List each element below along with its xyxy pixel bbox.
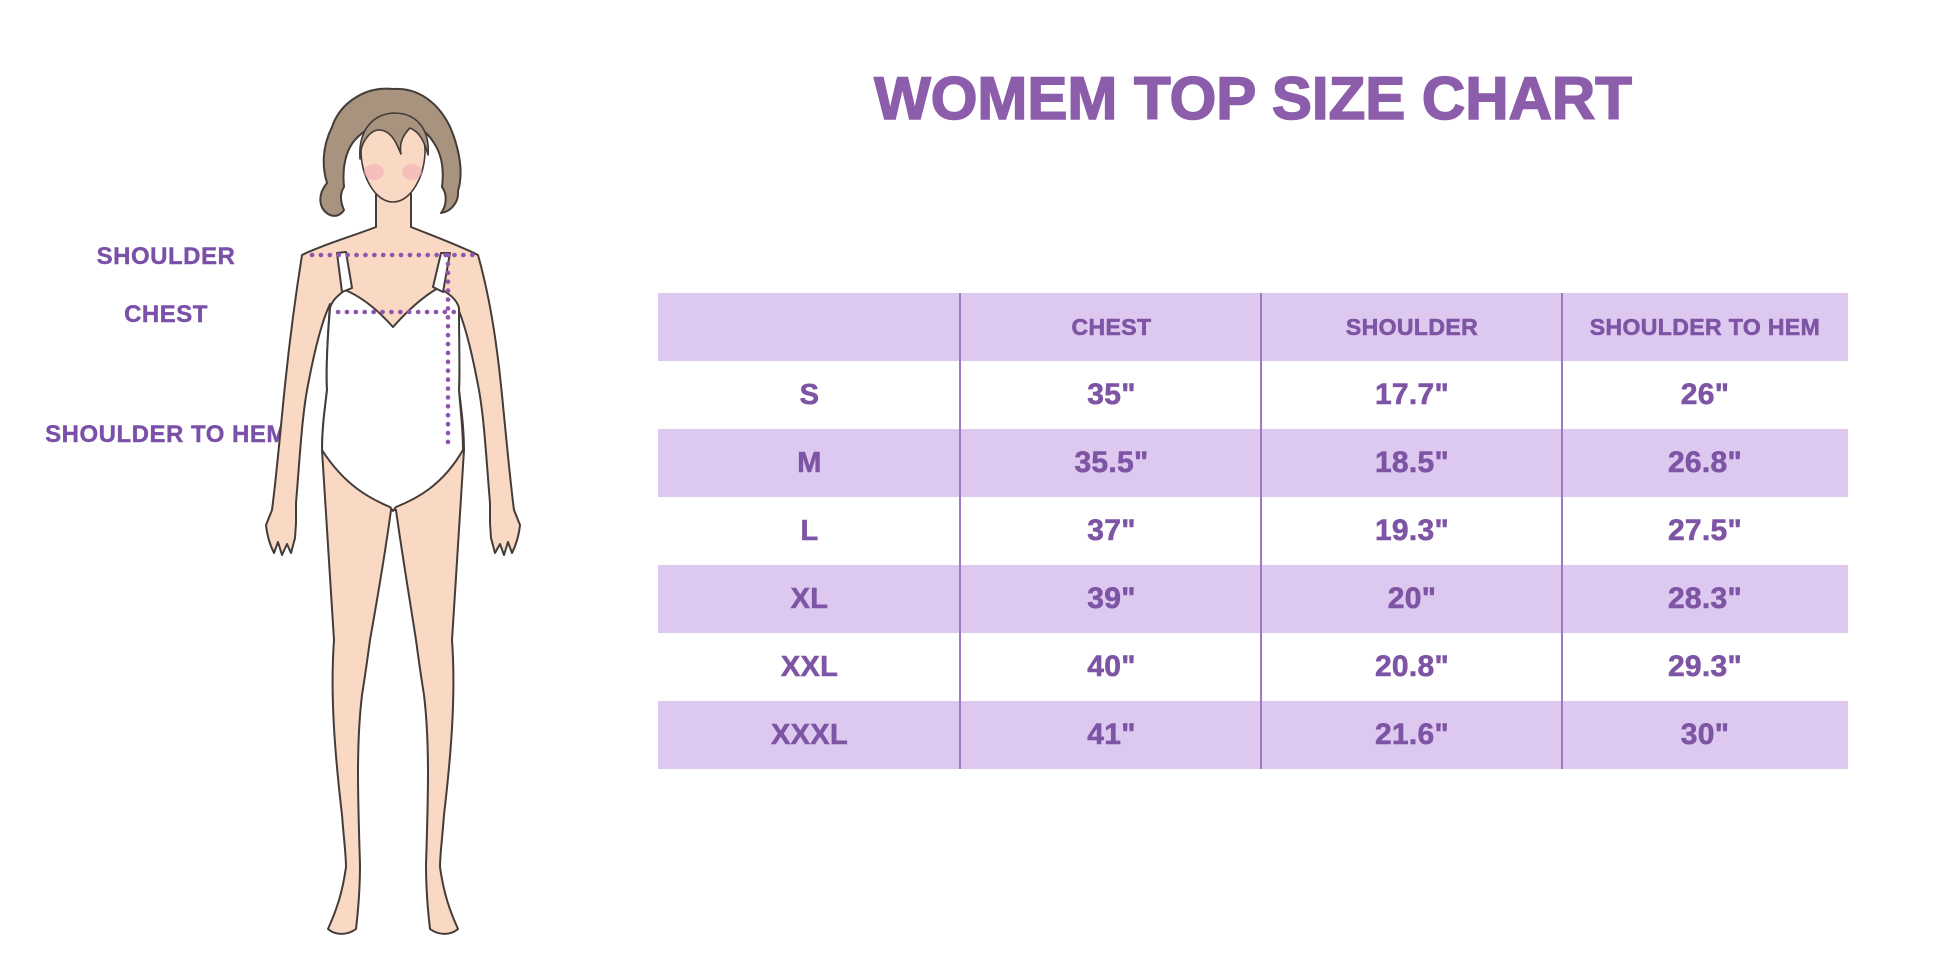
shoulder-value-cell: 19.3" [1374, 514, 1450, 548]
table-header-row: CHEST SHOULDER SHOULDER TO HEM [658, 293, 1848, 361]
shoulder-to-hem-value-cell: 30" [1680, 718, 1730, 752]
shoulder-to-hem-value-cell: 28.3" [1667, 582, 1743, 616]
column-divider [959, 293, 961, 769]
column-header-chest: CHEST [1071, 313, 1152, 340]
shoulder-value-cell: 20" [1387, 582, 1437, 616]
size-label-cell: XXXL [771, 718, 848, 751]
shoulder-value-cell: 17.7" [1374, 378, 1450, 412]
column-divider [1561, 293, 1563, 769]
table-row: M 35.5" 18.5" 26.8" [658, 429, 1848, 497]
shoulder-value-cell: 21.6" [1374, 718, 1450, 752]
bodysuit-shape [321, 287, 464, 512]
column-divider [1260, 293, 1262, 769]
shoulder-to-hem-value-cell: 26.8" [1667, 446, 1743, 480]
size-label-cell: L [800, 514, 819, 547]
table-row: XL 39" 20" 28.3" [658, 565, 1848, 633]
size-label-cell: XL [790, 582, 829, 615]
column-header-shoulder: SHOULDER [1345, 313, 1479, 340]
shoulder-to-hem-value-cell: 27.5" [1667, 514, 1743, 548]
size-label-cell: M [797, 446, 822, 479]
chest-value-cell: 41" [1087, 718, 1136, 752]
shoulder-value-cell: 20.8" [1374, 650, 1450, 684]
right-blush [402, 164, 422, 180]
chest-value-cell: 39" [1087, 582, 1136, 616]
table-row: XXXL 41" 21.6" 30" [658, 701, 1848, 769]
shoulder-to-hem-measure-label: SHOULDER TO HEM [45, 421, 287, 448]
table-row: L 37" 19.3" 27.5" [658, 497, 1848, 565]
page-title: WOMEM TOP SIZE CHART [873, 64, 1632, 133]
size-label-cell: S [799, 378, 820, 411]
figure-svg [265, 87, 521, 935]
shoulder-to-hem-value-cell: 26" [1680, 378, 1730, 412]
chest-value-cell: 40" [1087, 650, 1136, 684]
chest-value-cell: 35.5" [1074, 446, 1149, 480]
left-strap-shape [336, 251, 353, 293]
hair-fringe-shape [359, 112, 429, 160]
column-header-shoulder-to-hem: SHOULDER TO HEM [1589, 313, 1821, 340]
chest-measure-label: CHEST [124, 301, 208, 328]
table-row: XXL 40" 20.8" 29.3" [658, 633, 1848, 701]
shoulder-value-cell: 18.5" [1374, 446, 1450, 480]
table-row: S 35" 17.7" 26" [658, 361, 1848, 429]
chest-value-cell: 37" [1087, 514, 1136, 548]
body-shape [265, 192, 521, 935]
size-table: CHEST SHOULDER SHOULDER TO HEM S 35" 17.7" 26"… [658, 293, 1848, 769]
shoulder-to-hem-value-cell: 29.3" [1667, 650, 1743, 684]
chest-value-cell: 35" [1087, 378, 1136, 412]
left-blush [364, 164, 384, 180]
shoulder-measure-label: SHOULDER [96, 243, 236, 270]
column-header-empty [658, 293, 961, 361]
size-label-cell: XXL [780, 650, 839, 683]
woman-figure-illustration [230, 55, 570, 945]
